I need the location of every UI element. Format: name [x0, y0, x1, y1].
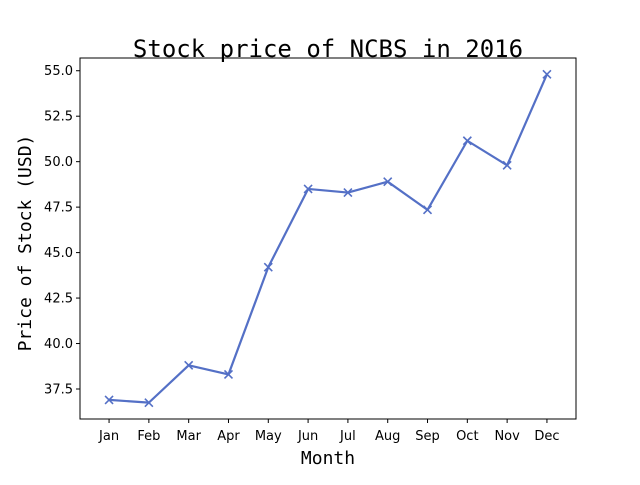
data-point-marker [303, 184, 313, 194]
data-point-marker [462, 136, 472, 146]
x-tick-label: May [255, 429, 282, 444]
plot-area: 37.5 40.0 42.5 45.0 47.5 50.0 52.5 55.0 Jan Feb Ma… [44, 57, 577, 444]
x-tick-label: Jul [339, 429, 356, 444]
marker-stroke [263, 262, 273, 272]
data-point-marker [502, 160, 512, 170]
y-tick-label: 37.5 [44, 382, 73, 397]
x-tick-label: Sep [415, 429, 440, 444]
y-tick-label: 47.5 [44, 201, 73, 216]
series-line [107, 73, 549, 404]
data-point-marker [184, 360, 194, 370]
x-tick-label: Jan [98, 429, 119, 444]
x-tick-label: Aug [375, 429, 400, 444]
x-tick-label: Jun [297, 429, 318, 444]
x-tick-label: Nov [494, 429, 520, 444]
y-tick-label: 55.0 [44, 64, 73, 79]
y-tick-label: 50.0 [44, 155, 73, 170]
marker-stroke [462, 136, 472, 146]
marker-stroke [223, 369, 234, 380]
data-point-marker [383, 177, 393, 187]
x-tick-label: Dec [534, 429, 559, 444]
y-tick-label: 45.0 [44, 246, 73, 261]
marker-stroke [343, 188, 353, 198]
y-tick-label: 40.0 [44, 337, 73, 352]
marker-stroke [104, 395, 114, 405]
marker-stroke [383, 177, 393, 187]
marker-stroke [542, 69, 552, 79]
data-point-marker [542, 69, 552, 79]
marker-stroke [422, 205, 433, 215]
marker-stroke [144, 398, 154, 408]
x-axis-label: Month [301, 448, 355, 469]
data-point-marker [343, 188, 353, 198]
x-tick-label: Apr [217, 429, 240, 444]
data-point-marker [223, 369, 234, 380]
y-axis-label: Price of Stock (USD) [15, 135, 36, 352]
data-point-marker [263, 262, 273, 272]
data-point-marker [422, 205, 433, 215]
marker-stroke [303, 184, 313, 194]
marker-stroke [184, 360, 194, 370]
data-point-marker [144, 398, 154, 408]
y-tick-label: 42.5 [44, 292, 73, 307]
plot-frame [79, 57, 577, 420]
x-tick-label: Oct [456, 429, 478, 444]
y-tick-label: 52.5 [44, 110, 73, 125]
data-point-marker [104, 395, 114, 405]
chart-title: Stock price of NCBS in 2016 [133, 35, 523, 63]
x-tick-label: Feb [137, 429, 160, 444]
marker-stroke [502, 160, 512, 170]
x-tick-label: Mar [176, 429, 201, 444]
